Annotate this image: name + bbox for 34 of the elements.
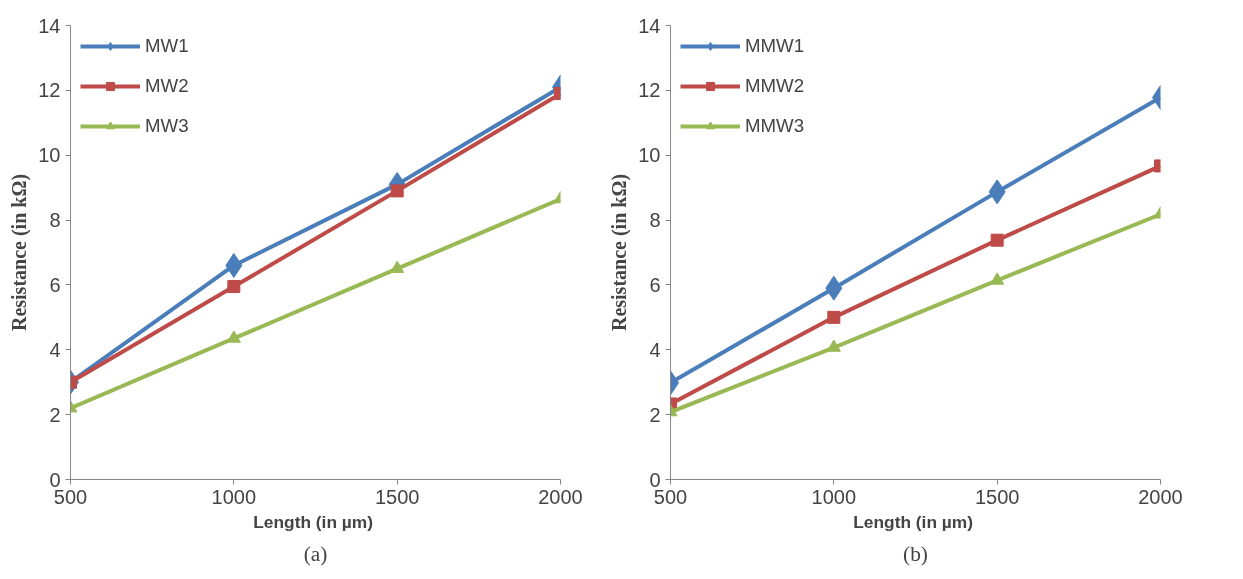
y-tick-label: 2 (49, 403, 61, 426)
y-tick-label: 2 (649, 403, 661, 426)
x-tick-label: 1500 (974, 485, 1020, 508)
y-axis-title: Resistance (in kΩ) (608, 173, 632, 332)
x-tick-label: 1000 (811, 485, 857, 508)
y-tick-label: 6 (49, 273, 61, 296)
y-tick-label: 4 (649, 338, 661, 361)
text: (a) (303, 541, 328, 566)
legend-label: MMW2 (745, 75, 805, 97)
text: (b) (903, 541, 928, 566)
x-tick-label: 1500 (374, 485, 420, 508)
y-tick-label: 10 (638, 144, 661, 167)
legend-label: MMW3 (745, 115, 805, 137)
legend-label: MMW1 (745, 35, 805, 57)
x-tick-label: 2000 (1138, 485, 1183, 508)
y-tick-label: 6 (649, 273, 661, 296)
y-tick-label: 14 (38, 14, 61, 37)
y-tick-label: 8 (649, 209, 661, 232)
y-tick-label: 4 (49, 338, 61, 361)
x-axis-title: Length (in µm) (253, 511, 373, 532)
y-tick-label: 12 (638, 79, 661, 102)
x-tick-label: 2000 (538, 485, 583, 508)
y-tick-label: 0 (49, 468, 61, 491)
y-tick-label: 10 (38, 144, 61, 167)
legend-label: MW3 (145, 115, 189, 137)
legend-label: MW1 (145, 35, 189, 57)
x-axis-title: Length (in µm) (853, 511, 973, 532)
x-tick-label: 1000 (211, 485, 257, 508)
y-tick-label: 12 (38, 79, 61, 102)
y-tick-label: 14 (638, 14, 661, 37)
y-tick-label: 8 (49, 209, 61, 232)
y-axis-title: Resistance (in kΩ) (8, 173, 32, 332)
y-tick-label: 0 (649, 468, 661, 491)
legend-label: MW2 (145, 75, 189, 97)
